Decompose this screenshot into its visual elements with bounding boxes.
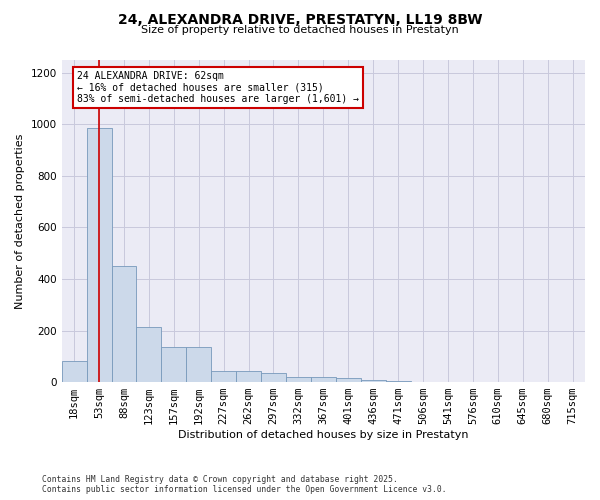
Bar bbox=[361, 380, 386, 382]
Text: Contains HM Land Registry data © Crown copyright and database right 2025.
Contai: Contains HM Land Registry data © Crown c… bbox=[42, 474, 446, 494]
Y-axis label: Number of detached properties: Number of detached properties bbox=[15, 134, 25, 308]
X-axis label: Distribution of detached houses by size in Prestatyn: Distribution of detached houses by size … bbox=[178, 430, 469, 440]
Bar bbox=[86, 128, 112, 382]
Bar bbox=[136, 326, 161, 382]
Bar bbox=[261, 373, 286, 382]
Bar bbox=[336, 378, 361, 382]
Bar bbox=[62, 362, 86, 382]
Text: Size of property relative to detached houses in Prestatyn: Size of property relative to detached ho… bbox=[141, 25, 459, 35]
Bar bbox=[186, 348, 211, 382]
Bar bbox=[311, 378, 336, 382]
Text: 24 ALEXANDRA DRIVE: 62sqm
← 16% of detached houses are smaller (315)
83% of semi: 24 ALEXANDRA DRIVE: 62sqm ← 16% of detac… bbox=[77, 72, 359, 104]
Bar bbox=[112, 266, 136, 382]
Bar bbox=[211, 372, 236, 382]
Bar bbox=[286, 377, 311, 382]
Text: 24, ALEXANDRA DRIVE, PRESTATYN, LL19 8BW: 24, ALEXANDRA DRIVE, PRESTATYN, LL19 8BW bbox=[118, 12, 482, 26]
Bar bbox=[236, 372, 261, 382]
Bar bbox=[386, 381, 410, 382]
Bar bbox=[161, 348, 186, 382]
